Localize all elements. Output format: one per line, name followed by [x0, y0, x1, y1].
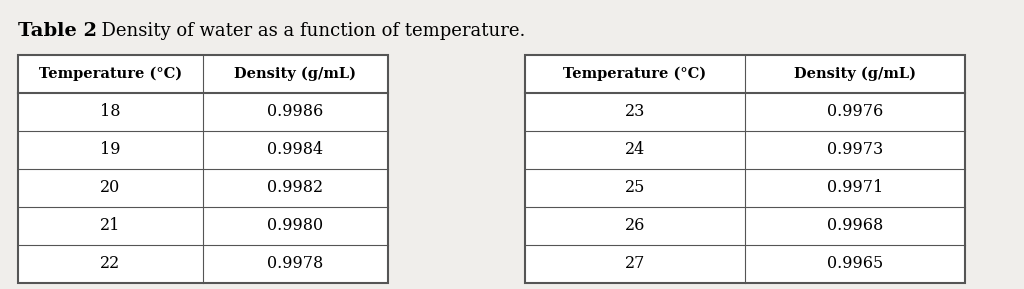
Text: 27: 27 — [625, 255, 645, 273]
Text: 0.9986: 0.9986 — [267, 103, 324, 121]
Text: 20: 20 — [100, 179, 121, 197]
Text: 0.9978: 0.9978 — [267, 255, 324, 273]
Text: 0.9971: 0.9971 — [826, 179, 883, 197]
Text: Density of water as a function of temperature.: Density of water as a function of temper… — [90, 22, 525, 40]
Text: 26: 26 — [625, 218, 645, 234]
Text: 0.9968: 0.9968 — [826, 218, 883, 234]
Text: 24: 24 — [625, 142, 645, 158]
Text: 25: 25 — [625, 179, 645, 197]
Text: 0.9982: 0.9982 — [267, 179, 324, 197]
Text: 0.9973: 0.9973 — [826, 142, 883, 158]
Text: 0.9984: 0.9984 — [267, 142, 324, 158]
Text: Table 2: Table 2 — [18, 22, 97, 40]
Text: 18: 18 — [100, 103, 121, 121]
Text: Temperature (°C): Temperature (°C) — [563, 67, 707, 81]
Text: 19: 19 — [100, 142, 121, 158]
Text: 0.9965: 0.9965 — [826, 255, 883, 273]
Text: Density (g/mL): Density (g/mL) — [794, 67, 916, 81]
Bar — [18, 55, 388, 283]
Text: 23: 23 — [625, 103, 645, 121]
Bar — [525, 55, 965, 283]
Text: 0.9976: 0.9976 — [826, 103, 883, 121]
Text: 21: 21 — [100, 218, 121, 234]
Text: Temperature (°C): Temperature (°C) — [39, 67, 182, 81]
Text: Density (g/mL): Density (g/mL) — [234, 67, 356, 81]
Text: 0.9980: 0.9980 — [267, 218, 324, 234]
Text: 22: 22 — [100, 255, 121, 273]
